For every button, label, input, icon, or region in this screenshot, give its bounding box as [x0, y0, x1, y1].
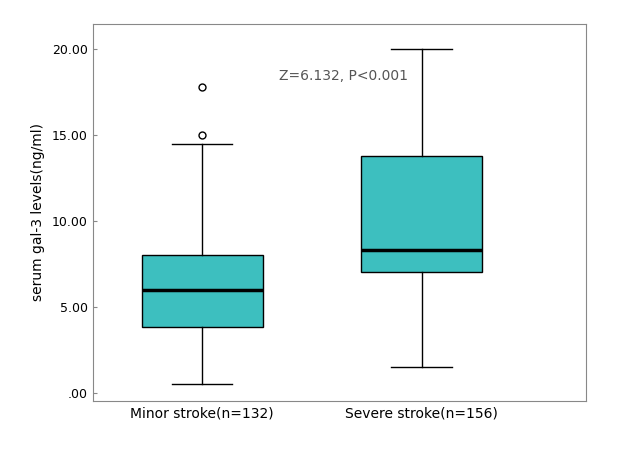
Text: Z=6.132, P<0.001: Z=6.132, P<0.001: [279, 69, 408, 83]
PathPatch shape: [362, 156, 482, 272]
Y-axis label: serum gal-3 levels(ng/ml): serum gal-3 levels(ng/ml): [31, 123, 45, 302]
PathPatch shape: [142, 255, 263, 328]
